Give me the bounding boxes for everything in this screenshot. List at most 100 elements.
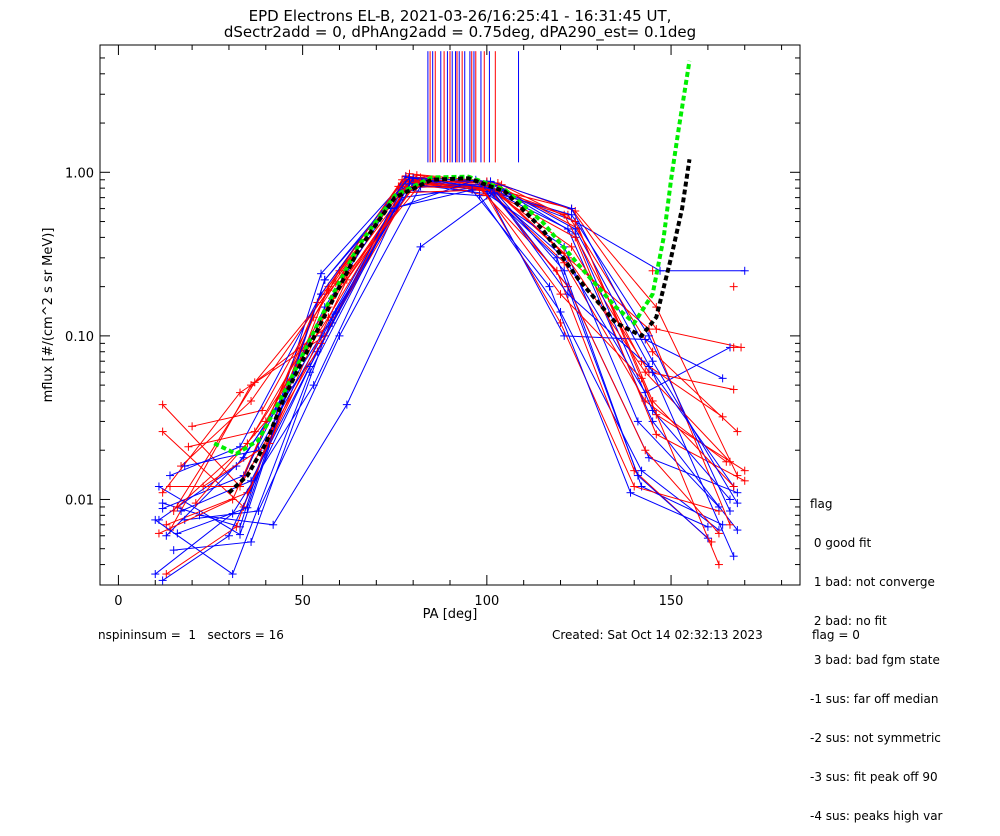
data-point-marker [151,570,160,579]
legend-item: -3 sus: fit peak off 90 [810,770,938,784]
data-point-marker [644,362,653,371]
series-line [166,179,723,575]
fit-curves-group [213,60,692,495]
data-point-marker [309,313,318,322]
data-point-marker [236,388,244,397]
chart-title-line1: EPD Electrons EL-B, 2021-03-26/16:25:41 … [248,7,672,25]
data-point-marker [335,331,344,340]
data-point-marker [630,482,639,491]
data-point-marker [626,488,635,497]
data-point-marker [158,488,167,497]
data-point-marker [162,570,171,579]
x-tick-label: 0 [114,594,122,609]
data-point-marker [320,275,329,284]
data-point-marker [177,507,186,516]
data-point-marker [169,507,178,516]
data-point-marker [567,242,576,251]
data-point-marker [729,385,738,394]
chart-title-line2: dSectr2add = 0, dPhAng2add = 0.75deg, dP… [223,23,697,41]
legend-item: -4 sus: peaks high var [810,809,943,823]
data-point-marker [236,530,244,539]
x-axis-label: PA [deg] [423,607,478,622]
data-point-marker [648,417,657,426]
footer-created-date: Created: Sat Oct 14 02:32:13 2023 [552,628,763,642]
data-point-marker [154,482,163,491]
data-point-marker [718,374,727,383]
x-tick-label: 100 [474,594,499,609]
series-line [165,189,720,537]
data-point-marker [184,442,193,451]
data-point-marker [188,422,197,431]
data-point-marker [714,502,723,511]
y-tick-label: 0.01 [65,493,94,508]
legend-item: 1 bad: not converge [810,575,935,589]
data-point-marker [556,318,565,327]
data-point-marker [166,471,174,480]
data-point-marker [317,269,326,278]
axes-group: 0 50 100 150 0.01 0.10 1.00 [65,44,800,609]
series-line [162,175,738,488]
data-point-marker [733,471,742,480]
series-line [195,179,738,504]
data-point-marker [637,357,646,366]
data-point-marker [269,520,278,529]
data-point-marker [228,570,237,579]
footer-flag: flag = 0 [812,628,860,642]
data-point-marker [637,466,646,475]
footer-spin-info: nspininsum = 1 sectors = 16 [98,628,284,642]
data-point-marker [405,173,414,182]
series-line [202,176,735,487]
data-point-marker [733,488,742,497]
data-point-marker [571,225,580,234]
data-point-marker [166,482,174,491]
data-point-marker [173,529,182,538]
data-point-marker [195,511,204,520]
data-point-marker [718,412,727,421]
data-point-marker [169,546,178,555]
data-point-marker [740,266,749,275]
data-point-marker [479,185,488,194]
series-line [180,173,731,467]
data-point-marker [232,462,241,471]
data-point-marker [733,427,742,436]
data-point-marker [641,368,650,377]
data-point-marker [707,537,716,546]
x-tick-label: 150 [659,594,684,609]
data-point-marker [729,282,738,291]
data-point-marker [648,396,657,405]
series-line [191,176,731,525]
data-point-marker [560,331,569,340]
data-point-marker [191,499,200,508]
legend-item: 3 bad: bad fgm state [810,653,940,667]
data-point-marker [729,552,738,561]
data-point-marker [250,378,259,387]
data-point-marker [652,325,661,334]
fit-curve-black [227,159,692,495]
vertical-lines-group [427,51,520,163]
data-point-marker [199,482,208,491]
data-point-marker [740,466,749,475]
data-point-marker [567,204,576,213]
legend-header: flag [810,497,833,511]
data-point-marker [342,400,351,409]
data-point-marker [644,331,653,340]
data-point-marker [703,522,712,531]
data-point-marker [158,504,167,513]
series-line [184,177,735,487]
data-point-marker [243,503,252,512]
data-point-marker [158,427,167,436]
data-point-marker [224,531,233,540]
data-point-marker [236,442,244,451]
data-point-marker [726,457,734,466]
data-series-group [151,169,749,585]
series-line [158,180,745,536]
data-point-marker [729,343,738,352]
data-point-marker [475,184,484,193]
data-point-marker [714,560,723,569]
data-point-marker [633,417,642,426]
series-line [184,185,735,557]
flag-legend: flag 0 good fit 1 bad: not converge 2 ba… [810,472,942,836]
series-line [169,176,723,477]
data-point-marker [641,335,650,344]
x-tick-label: 50 [294,594,311,609]
